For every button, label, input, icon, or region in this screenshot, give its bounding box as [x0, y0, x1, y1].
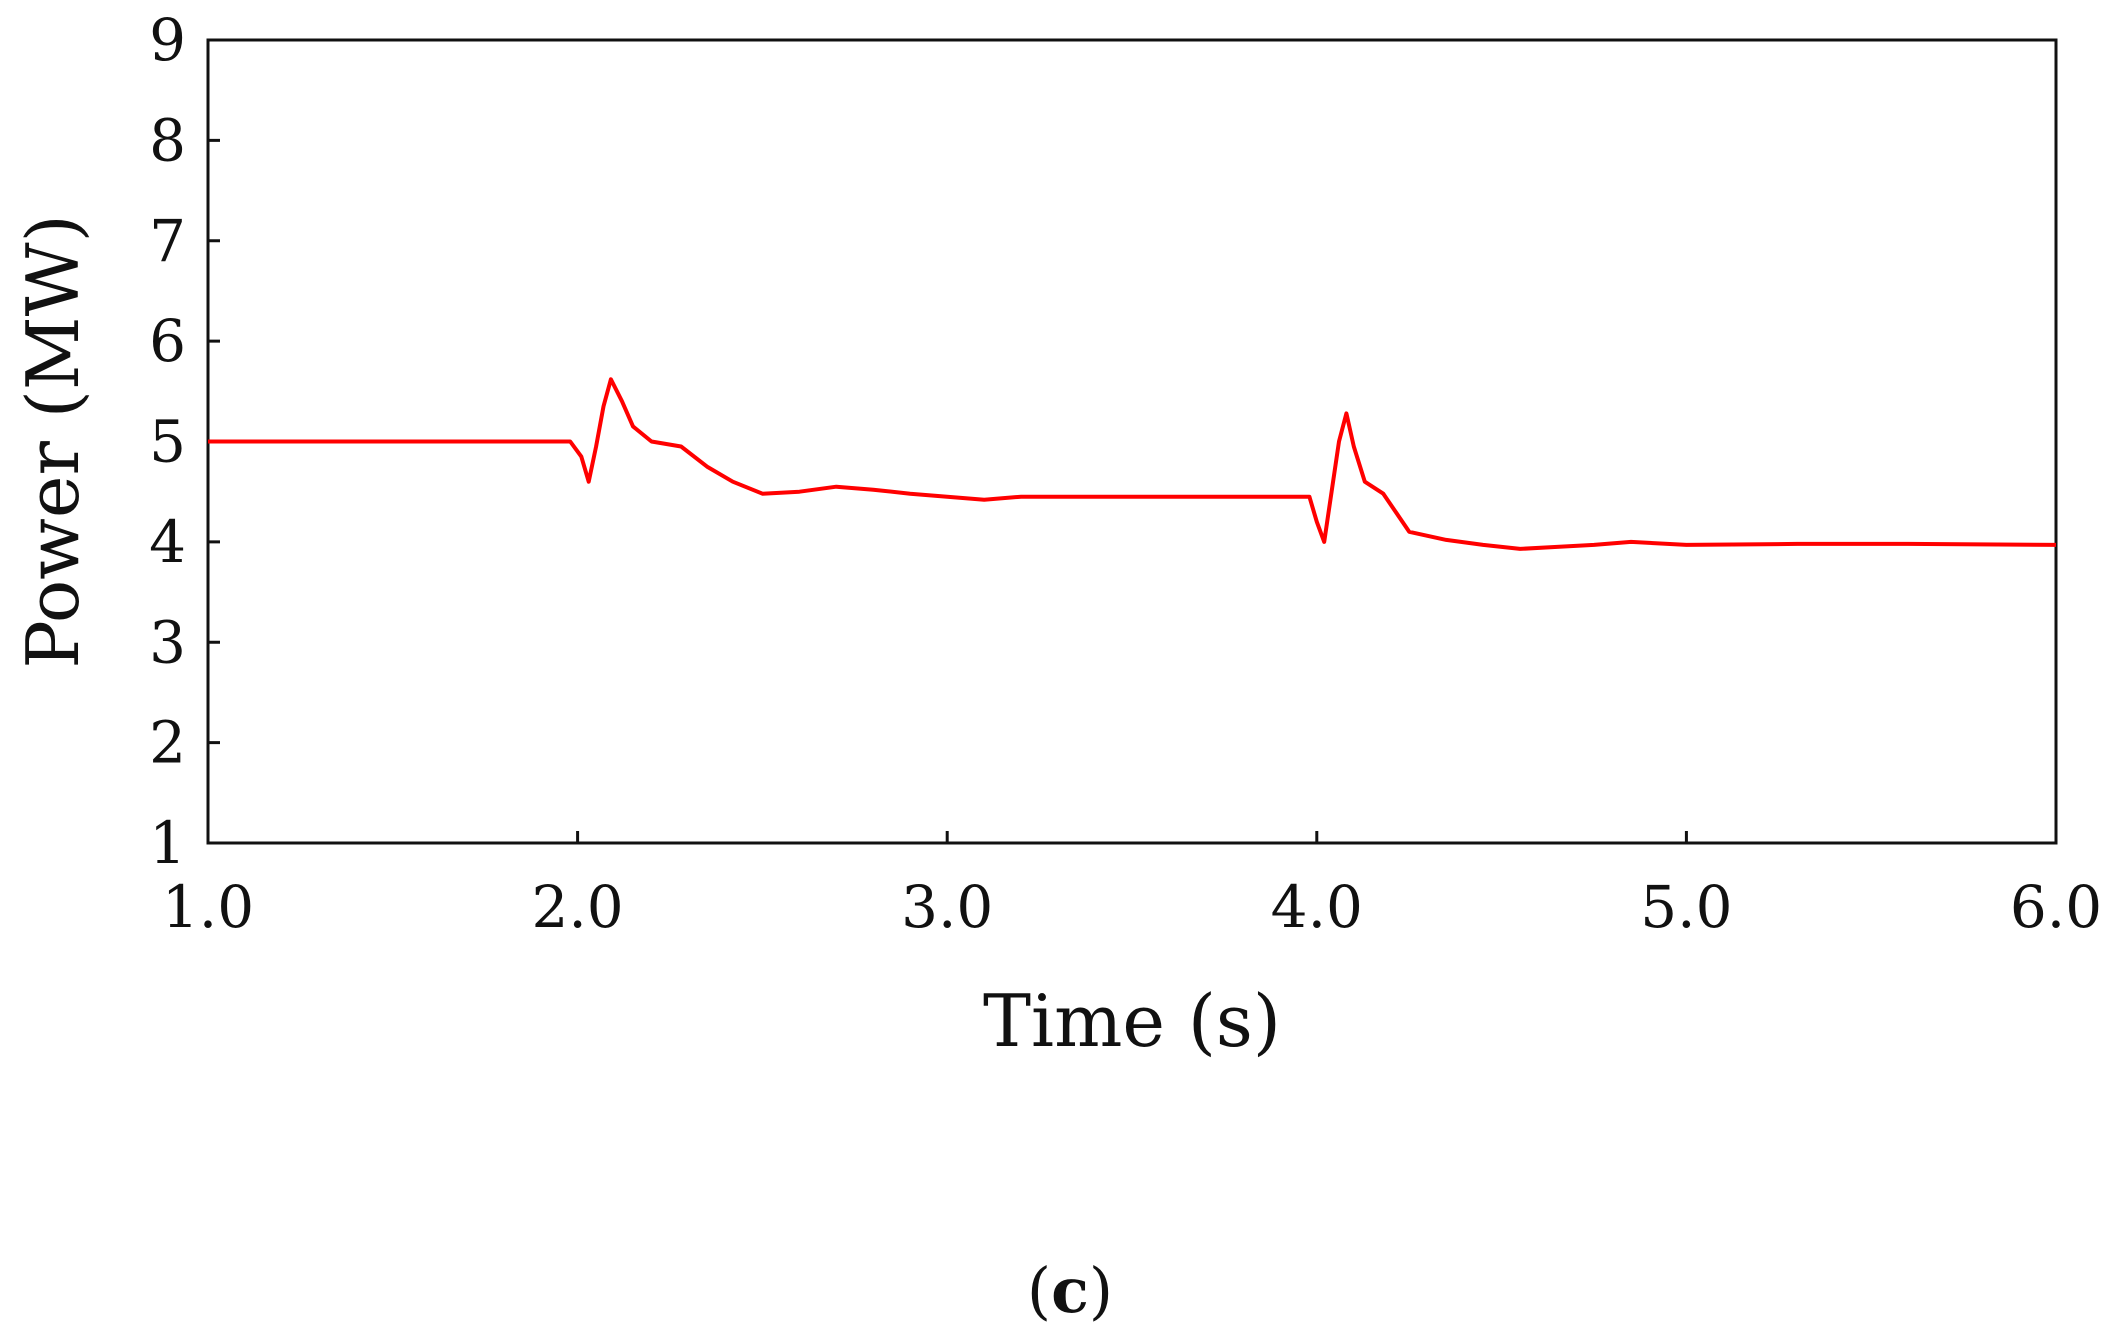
y-tick-label: 4 [149, 508, 186, 576]
power-series-line [208, 377, 2057, 551]
x-tick-label: 6.0 [2010, 873, 2102, 941]
y-ticks: 1 2 3 4 5 6 7 8 9 [149, 6, 220, 877]
x-tick-label: 3.0 [901, 873, 993, 941]
x-tick-label: 4.0 [1271, 873, 1363, 941]
y-tick-label: 9 [149, 6, 186, 74]
y-tick-label: 3 [149, 608, 186, 676]
caption-open-paren: ( [1027, 1254, 1051, 1327]
x-tick-label: 5.0 [1640, 873, 1732, 941]
y-tick-label: 7 [149, 207, 186, 275]
y-tick-label: 8 [149, 106, 186, 174]
x-axis-label: Time (s) [983, 979, 1281, 1063]
y-tick-label: 2 [149, 709, 186, 777]
y-tick-label: 1 [149, 809, 186, 877]
y-tick-label: 6 [149, 307, 186, 375]
x-ticks: 1.0 2.0 3.0 4.0 5.0 6.0 [162, 831, 2102, 941]
caption-letter: c [1051, 1254, 1089, 1327]
caption-close-paren: ) [1089, 1254, 1113, 1327]
figure-caption: (c) [1027, 1254, 1113, 1327]
x-tick-label: 2.0 [531, 873, 623, 941]
x-tick-label: 1.0 [162, 873, 254, 941]
y-tick-label: 5 [149, 408, 186, 476]
y-axis-label: Power (MW) [11, 214, 95, 668]
